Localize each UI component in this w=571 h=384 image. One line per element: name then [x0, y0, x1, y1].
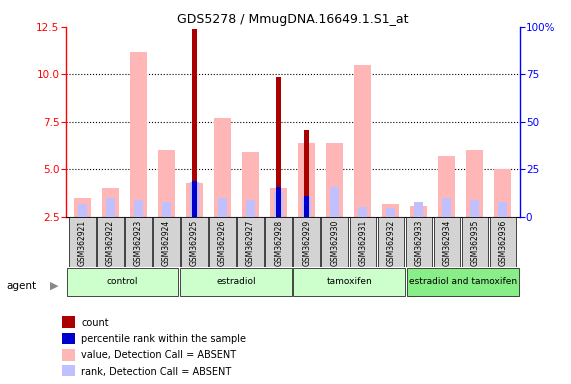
Bar [414, 202, 423, 217]
FancyBboxPatch shape [461, 217, 488, 267]
Bar [298, 143, 315, 217]
FancyBboxPatch shape [293, 268, 405, 296]
FancyBboxPatch shape [180, 268, 292, 296]
FancyBboxPatch shape [489, 217, 516, 267]
FancyBboxPatch shape [154, 217, 180, 267]
Bar [130, 51, 147, 217]
Bar [102, 189, 119, 217]
Bar [276, 77, 281, 217]
Text: GSM362934: GSM362934 [443, 220, 451, 266]
FancyBboxPatch shape [69, 217, 96, 267]
Bar [192, 181, 197, 217]
Text: GSM362922: GSM362922 [106, 220, 115, 266]
FancyBboxPatch shape [293, 217, 320, 267]
Bar [62, 365, 75, 377]
Bar [62, 349, 75, 361]
Bar [158, 151, 175, 217]
Text: GSM362926: GSM362926 [218, 220, 227, 266]
Text: value, Detection Call = ABSENT: value, Detection Call = ABSENT [81, 351, 236, 361]
Bar [302, 197, 311, 217]
Text: estradiol and tamoxifen: estradiol and tamoxifen [409, 277, 517, 286]
Bar [62, 333, 75, 344]
Bar [190, 182, 199, 217]
Bar [467, 151, 483, 217]
Text: GSM362936: GSM362936 [498, 220, 507, 266]
Bar [270, 189, 287, 217]
Bar [494, 169, 511, 217]
FancyBboxPatch shape [433, 217, 460, 267]
Bar [186, 183, 203, 217]
FancyBboxPatch shape [126, 217, 152, 267]
Text: GSM362931: GSM362931 [358, 220, 367, 266]
Text: GSM362928: GSM362928 [274, 220, 283, 266]
FancyBboxPatch shape [377, 217, 404, 267]
Text: rank, Detection Call = ABSENT: rank, Detection Call = ABSENT [81, 367, 231, 377]
Bar [74, 198, 91, 217]
FancyBboxPatch shape [405, 217, 432, 267]
Bar [442, 198, 452, 217]
Bar [470, 200, 480, 217]
FancyBboxPatch shape [66, 268, 178, 296]
Bar [274, 192, 283, 217]
Text: GSM362921: GSM362921 [78, 220, 87, 266]
Title: GDS5278 / MmugDNA.16649.1.S1_at: GDS5278 / MmugDNA.16649.1.S1_at [177, 13, 408, 26]
Bar [358, 207, 367, 217]
Bar [162, 202, 171, 217]
Text: GSM362923: GSM362923 [134, 220, 143, 266]
Text: GSM362930: GSM362930 [330, 220, 339, 266]
Bar [276, 187, 281, 217]
Bar [242, 152, 259, 217]
Text: control: control [107, 277, 138, 286]
FancyBboxPatch shape [407, 268, 519, 296]
Bar [383, 204, 399, 217]
Bar [134, 200, 143, 217]
Text: estradiol: estradiol [216, 277, 256, 286]
Text: tamoxifen: tamoxifen [327, 277, 372, 286]
Text: GSM362933: GSM362933 [414, 220, 423, 266]
Text: GSM362925: GSM362925 [190, 220, 199, 266]
Bar [411, 205, 427, 217]
Text: GSM362927: GSM362927 [246, 220, 255, 266]
FancyBboxPatch shape [97, 217, 124, 267]
Bar [304, 129, 309, 217]
Bar [218, 198, 227, 217]
Bar [386, 209, 395, 217]
Bar [192, 29, 197, 217]
FancyBboxPatch shape [266, 217, 292, 267]
Bar [78, 204, 87, 217]
Bar [214, 118, 231, 217]
Bar [354, 65, 371, 217]
Bar [62, 316, 75, 328]
Bar [246, 200, 255, 217]
FancyBboxPatch shape [321, 217, 348, 267]
FancyBboxPatch shape [238, 217, 264, 267]
Text: GSM362929: GSM362929 [302, 220, 311, 266]
Bar [304, 196, 309, 217]
FancyBboxPatch shape [349, 217, 376, 267]
Bar [106, 198, 115, 217]
Bar [326, 143, 343, 217]
Bar [439, 156, 455, 217]
FancyBboxPatch shape [210, 217, 236, 267]
Text: GSM362935: GSM362935 [471, 220, 479, 266]
Text: ▶: ▶ [50, 281, 59, 291]
Text: percentile rank within the sample: percentile rank within the sample [81, 334, 246, 344]
Text: agent: agent [7, 281, 37, 291]
FancyBboxPatch shape [182, 217, 208, 267]
Text: GSM362932: GSM362932 [386, 220, 395, 266]
Text: GSM362924: GSM362924 [162, 220, 171, 266]
Text: count: count [81, 318, 109, 328]
Bar [330, 187, 339, 217]
Bar [498, 202, 508, 217]
